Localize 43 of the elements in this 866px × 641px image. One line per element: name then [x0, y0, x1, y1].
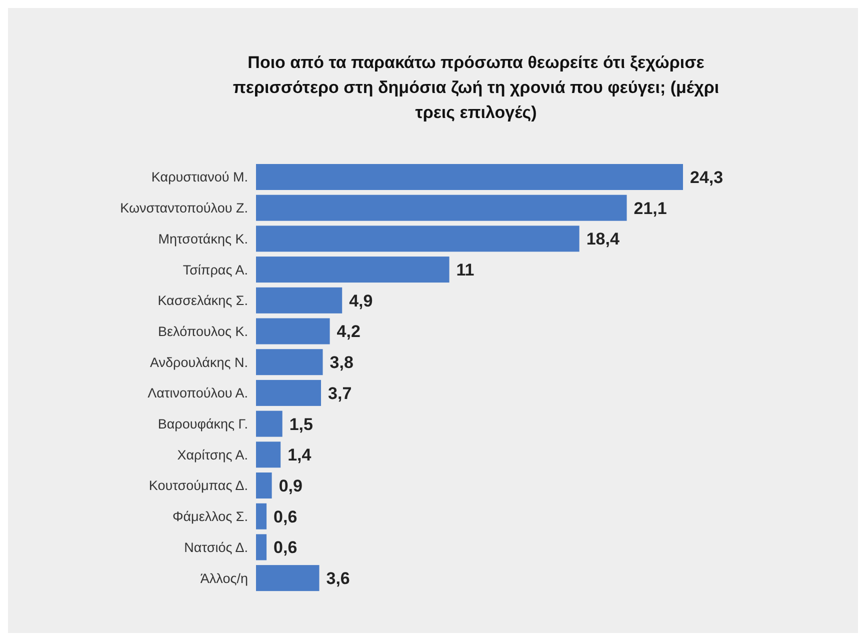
chart-title: Ποιο από τα παρακάτω πρόσωπα θεωρείτε ότι ξεχώρισε περισσότερο στη δημόσια ζωή τη χρονιά που φεύγει; (μέχρι τρεις επιλογές)	[232, 53, 720, 122]
data-label: 24,3	[690, 168, 724, 187]
data-label: 0,9	[278, 476, 302, 496]
data-label: 4,2	[336, 322, 360, 342]
data-label: 11	[456, 260, 474, 280]
y-tick-label: Κωνσταντοπούλου Ζ.	[120, 200, 248, 216]
y-tick-label: Βαρουφάκης Γ.	[158, 416, 248, 432]
y-tick-label: Καρυστιανού Μ.	[151, 170, 248, 185]
data-label: 21,1	[634, 198, 667, 218]
bar	[256, 194, 627, 221]
data-label: 0,6	[274, 507, 298, 526]
data-label: 4,9	[349, 291, 373, 310]
bar	[256, 226, 580, 252]
bar	[256, 318, 330, 344]
y-tick-label: Βελόπουλος Κ.	[158, 324, 248, 339]
bar	[256, 164, 683, 190]
y-tick-label: Άλλος/η	[200, 570, 248, 586]
bar	[256, 565, 320, 592]
bar	[256, 503, 267, 530]
bar	[256, 287, 342, 314]
bar	[256, 472, 272, 498]
y-tick-label: Φάμελλος Σ.	[172, 509, 248, 524]
bar	[256, 349, 323, 376]
y-tick-label: Νατσιός Δ.	[184, 540, 248, 555]
data-label: 3,7	[328, 384, 352, 403]
data-label: 3,8	[330, 353, 354, 372]
y-tick-label: Μητσοτάκης Κ.	[158, 231, 248, 246]
data-label: 3,6	[326, 569, 350, 588]
y-tick-label: Ανδρουλάκης Ν.	[150, 354, 248, 370]
y-tick-label: Τσίπρας Α.	[182, 262, 248, 278]
y-tick-label: Χαρίτσης Α.	[177, 447, 248, 462]
data-label: 0,6	[274, 538, 298, 558]
bar	[256, 410, 282, 437]
bar	[256, 256, 450, 283]
y-tick-label: Κασσελάκης Σ.	[158, 293, 248, 308]
y-tick-label: Κουτσούμπας Δ.	[148, 478, 248, 494]
bar	[256, 534, 267, 560]
data-label: 1,4	[288, 446, 312, 465]
bar	[256, 380, 322, 406]
bar	[256, 442, 281, 468]
y-tick-label: Λατινοπούλου Α.	[148, 386, 248, 401]
data-label: 1,5	[289, 414, 313, 434]
data-label: 18,4	[586, 230, 620, 249]
